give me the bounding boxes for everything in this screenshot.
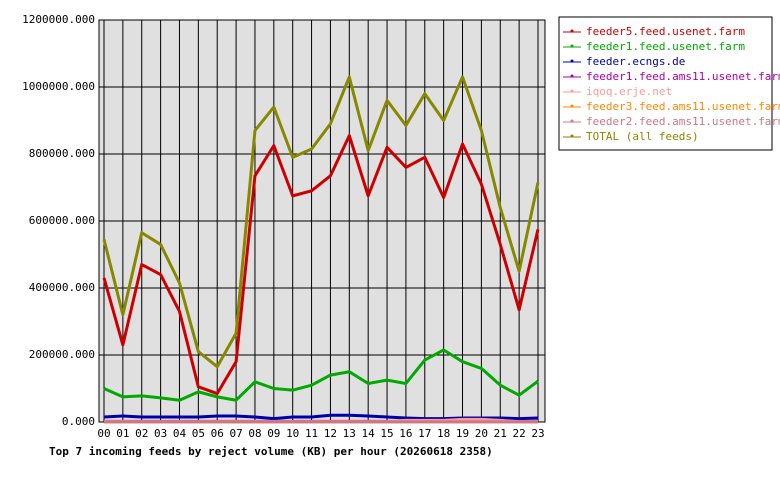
- x-tick-label: 23: [531, 427, 544, 440]
- x-tick-label: 04: [173, 427, 187, 440]
- x-tick-label: 20: [475, 427, 488, 440]
- x-tick-label: 11: [305, 427, 318, 440]
- x-tick-label: 06: [211, 427, 224, 440]
- x-tick-label: 15: [380, 427, 393, 440]
- x-tick-label: 16: [399, 427, 412, 440]
- x-tick-label: 08: [248, 427, 261, 440]
- x-tick-label: 19: [456, 427, 469, 440]
- series-line: [102, 134, 540, 396]
- legend-marker: [570, 29, 574, 33]
- chart-title: Top 7 incoming feeds by reject volume (K…: [49, 445, 493, 458]
- y-tick-label: 600000.000: [29, 214, 95, 227]
- legend-marker: [570, 44, 574, 48]
- legend-marker: [570, 104, 574, 108]
- legend-label: feeder5.feed.usenet.farm: [586, 25, 745, 38]
- x-tick-label: 18: [437, 427, 450, 440]
- series-line: [103, 348, 539, 402]
- y-tick-label: 1200000.000: [22, 13, 95, 26]
- x-tick-label: 10: [286, 427, 299, 440]
- y-tick-label: 400000.000: [29, 281, 95, 294]
- series-line: [102, 75, 540, 369]
- y-tick-label: 1000000.000: [22, 80, 95, 93]
- legend-marker: [570, 134, 574, 138]
- x-tick-label: 09: [267, 427, 280, 440]
- legend-label: feeder1.feed.ams11.usenet.farm: [586, 70, 780, 83]
- x-tick-label: 14: [362, 427, 376, 440]
- legend-label: feeder1.feed.usenet.farm: [586, 40, 745, 53]
- x-tick-label: 22: [513, 427, 526, 440]
- legend-box: [558, 16, 773, 151]
- legend-marker: [570, 59, 574, 63]
- legend-marker: [570, 89, 574, 93]
- legend-marker: [570, 119, 574, 123]
- y-tick-label: 200000.000: [29, 348, 95, 361]
- legend-label: feeder.ecngs.de: [586, 55, 685, 68]
- legend-label: iqoq.erje.net: [586, 85, 672, 98]
- legend-label: feeder3.feed.ams11.usenet.farm: [586, 100, 780, 113]
- x-tick-label: 00: [97, 427, 110, 440]
- x-tick-label: 17: [418, 427, 431, 440]
- y-tick-label: 800000.000: [29, 147, 95, 160]
- x-tick-label: 12: [324, 427, 337, 440]
- legend-label: feeder2.feed.ams11.usenet.farm: [586, 115, 780, 128]
- y-tick-label: 0.000: [62, 415, 95, 428]
- x-tick-label: 02: [135, 427, 148, 440]
- x-tick-label: 01: [116, 427, 129, 440]
- legend-marker: [570, 74, 574, 78]
- x-tick-label: 03: [154, 427, 167, 440]
- legend-label: TOTAL (all feeds): [586, 130, 699, 143]
- x-tick-label: 07: [229, 427, 242, 440]
- x-tick-label: 21: [494, 427, 507, 440]
- x-tick-label: 13: [343, 427, 356, 440]
- x-tick-label: 05: [192, 427, 205, 440]
